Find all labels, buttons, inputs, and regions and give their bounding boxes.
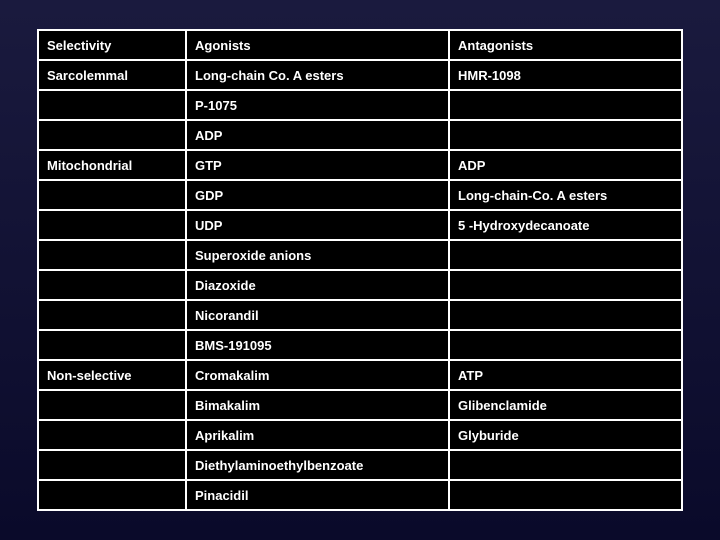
cell: Glibenclamide bbox=[449, 390, 682, 420]
cell bbox=[449, 300, 682, 330]
cell: 5 -Hydroxydecanoate bbox=[449, 210, 682, 240]
table-row: Diazoxide bbox=[38, 270, 682, 300]
cell bbox=[38, 420, 186, 450]
cell: Pinacidil bbox=[186, 480, 449, 510]
table-row: Aprikalim Glyburide bbox=[38, 420, 682, 450]
table-row: Pinacidil bbox=[38, 480, 682, 510]
table-row: Non-selective Cromakalim ATP bbox=[38, 360, 682, 390]
cell-antagonists: Antagonists bbox=[449, 30, 682, 60]
cell bbox=[449, 450, 682, 480]
table-row: ADP bbox=[38, 120, 682, 150]
cell: Diazoxide bbox=[186, 270, 449, 300]
table-row: GDP Long-chain-Co. A esters bbox=[38, 180, 682, 210]
cell: Sarcolemmal bbox=[38, 60, 186, 90]
cell: Mitochondrial bbox=[38, 150, 186, 180]
table-container: Selectivity Agonists Antagonists Sarcole… bbox=[37, 29, 683, 511]
cell bbox=[38, 270, 186, 300]
cell bbox=[38, 180, 186, 210]
cell: Aprikalim bbox=[186, 420, 449, 450]
table-row: BMS-191095 bbox=[38, 330, 682, 360]
cell bbox=[449, 120, 682, 150]
selectivity-table: Selectivity Agonists Antagonists Sarcole… bbox=[37, 29, 683, 511]
table-row: UDP 5 -Hydroxydecanoate bbox=[38, 210, 682, 240]
cell: HMR-1098 bbox=[449, 60, 682, 90]
table-body: Selectivity Agonists Antagonists Sarcole… bbox=[38, 30, 682, 510]
cell: GTP bbox=[186, 150, 449, 180]
table-row: Mitochondrial GTP ADP bbox=[38, 150, 682, 180]
cell: UDP bbox=[186, 210, 449, 240]
cell: ATP bbox=[449, 360, 682, 390]
cell bbox=[38, 240, 186, 270]
cell: Nicorandil bbox=[186, 300, 449, 330]
cell: BMS-191095 bbox=[186, 330, 449, 360]
cell bbox=[38, 330, 186, 360]
table-row: Nicorandil bbox=[38, 300, 682, 330]
cell bbox=[38, 390, 186, 420]
cell: GDP bbox=[186, 180, 449, 210]
cell bbox=[449, 270, 682, 300]
table-row: Diethylaminoethylbenzoate bbox=[38, 450, 682, 480]
cell: ADP bbox=[186, 120, 449, 150]
cell-selectivity: Selectivity bbox=[38, 30, 186, 60]
cell bbox=[449, 480, 682, 510]
cell: Glyburide bbox=[449, 420, 682, 450]
cell: Cromakalim bbox=[186, 360, 449, 390]
cell bbox=[449, 240, 682, 270]
cell: Diethylaminoethylbenzoate bbox=[186, 450, 449, 480]
cell: Bimakalim bbox=[186, 390, 449, 420]
cell: ADP bbox=[449, 150, 682, 180]
cell bbox=[38, 480, 186, 510]
table-row: Selectivity Agonists Antagonists bbox=[38, 30, 682, 60]
cell: P-1075 bbox=[186, 90, 449, 120]
cell bbox=[38, 120, 186, 150]
cell: Non-selective bbox=[38, 360, 186, 390]
table-row: Superoxide anions bbox=[38, 240, 682, 270]
cell bbox=[38, 300, 186, 330]
cell bbox=[38, 90, 186, 120]
cell bbox=[38, 450, 186, 480]
cell-agonists: Agonists bbox=[186, 30, 449, 60]
table-row: Sarcolemmal Long-chain Co. A esters HMR-… bbox=[38, 60, 682, 90]
cell bbox=[449, 90, 682, 120]
cell: Superoxide anions bbox=[186, 240, 449, 270]
cell: Long-chain-Co. A esters bbox=[449, 180, 682, 210]
table-row: P-1075 bbox=[38, 90, 682, 120]
table-row: Bimakalim Glibenclamide bbox=[38, 390, 682, 420]
cell bbox=[449, 330, 682, 360]
cell bbox=[38, 210, 186, 240]
cell: Long-chain Co. A esters bbox=[186, 60, 449, 90]
